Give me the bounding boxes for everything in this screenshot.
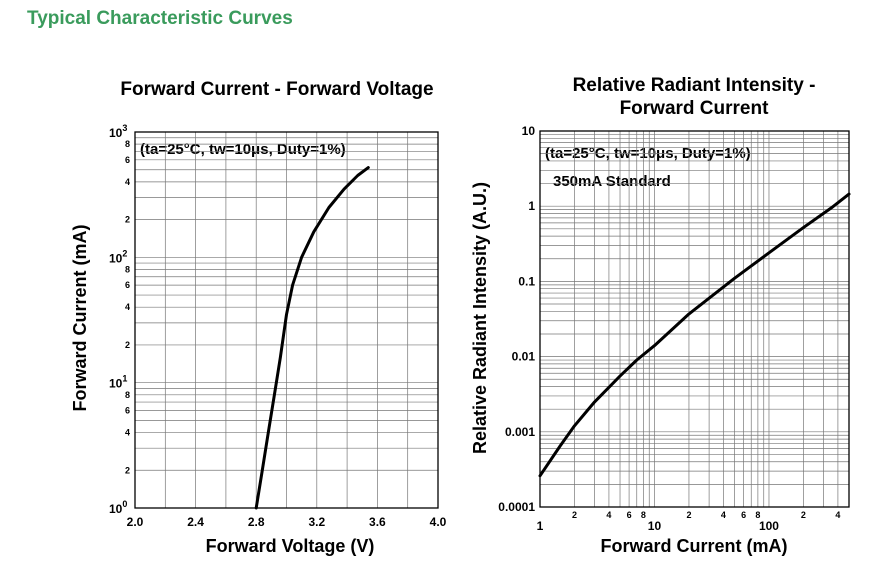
chart2-x-minor-label: 4 [606, 510, 611, 520]
chart1-x-tick-label: 2.0 [127, 515, 144, 529]
chart1-y-minor-label: 2 [125, 465, 130, 475]
chart2-x-minor-label: 8 [641, 510, 646, 520]
chart2-title-line1: Relative Radiant Intensity - [573, 75, 816, 96]
chart2-x-minor-label: 4 [721, 510, 726, 520]
chart2-title-line2: Forward Current [620, 98, 770, 119]
chart2-x-minor-label: 2 [801, 510, 806, 520]
chart1-y-minor-label: 6 [125, 155, 130, 165]
forward-current-voltage-chart: Forward Current - Forward Voltage Forwar… [70, 79, 447, 556]
chart2-plot-frame [539, 130, 850, 508]
chart1-annotation-bg [138, 140, 348, 159]
chart2-x-tick-label: 100 [759, 519, 779, 533]
chart2-x-tick-label: 10 [648, 519, 662, 533]
chart1-y-minor-label: 2 [125, 215, 130, 225]
chart1-y-minor-label: 8 [125, 390, 130, 400]
chart2-y-tick-label: 0.1 [518, 274, 535, 288]
chart1-y-tick-label: 101 [109, 374, 127, 391]
chart2-x-minor-label: 8 [755, 510, 760, 520]
chart1-x-tick-label: 3.2 [308, 515, 325, 529]
chart2-series-line [538, 192, 851, 478]
chart1-y-minor-label: 6 [125, 405, 130, 415]
chart1-y-minor-label: 4 [125, 428, 130, 438]
chart2-y-tick-label: 0.01 [512, 350, 536, 364]
chart1-y-tick-label: 102 [109, 248, 127, 265]
chart2-x-tick-label: 1 [537, 519, 544, 533]
chart2-x-minor-label: 4 [835, 510, 840, 520]
chart1-y-minor-label: 8 [125, 139, 130, 149]
chart1-plot-frame [134, 131, 439, 509]
chart1-series-line [254, 166, 370, 510]
page-heading: Typical Characteristic Curves [27, 8, 293, 29]
chart2-y-tick-label: 0.001 [505, 425, 535, 439]
chart1-y-minor-label: 4 [125, 302, 130, 312]
chart2-ylabel: Relative Radiant Intensity (A.U.) [470, 182, 490, 454]
chart1-x-tick-label: 4.0 [430, 515, 447, 529]
chart2-y-tick-label: 1 [528, 199, 535, 213]
chart1-y-minor-label: 8 [125, 264, 130, 274]
chart2-x-minor-label: 2 [572, 510, 577, 520]
chart1-annotation: (ta=25°C, tw=10μs, Duty=1%) [140, 141, 346, 158]
chart1-x-tick-label: 2.4 [187, 515, 204, 529]
chart1-y-minor-label: 4 [125, 177, 130, 187]
chart2-note-bg [551, 172, 673, 191]
relative-radiant-intensity-chart: Relative Radiant Intensity - Forward Cur… [470, 75, 851, 556]
chart1-xlabel: Forward Voltage (V) [206, 536, 375, 556]
chart2-xlabel: Forward Current (mA) [600, 536, 787, 556]
chart1-ylabel: Forward Current (mA) [70, 224, 90, 411]
chart1-title: Forward Current - Forward Voltage [120, 79, 433, 100]
chart1-y-minor-label: 2 [125, 340, 130, 350]
chart2-note: 350mA Standard [553, 173, 671, 190]
chart1-x-tick-label: 3.6 [369, 515, 386, 529]
chart1-y-tick-label: 103 [109, 123, 127, 140]
chart2-x-minor-label: 6 [741, 510, 746, 520]
chart2-x-minor-label: 2 [686, 510, 691, 520]
chart2-y-tick-label: 10 [522, 124, 536, 138]
chart1-y-tick-label: 100 [109, 499, 127, 516]
chart2-x-minor-label: 6 [627, 510, 632, 520]
chart1-y-minor-label: 6 [125, 280, 130, 290]
chart1-x-tick-label: 2.8 [248, 515, 265, 529]
chart2-y-tick-label: 0.0001 [498, 500, 535, 514]
